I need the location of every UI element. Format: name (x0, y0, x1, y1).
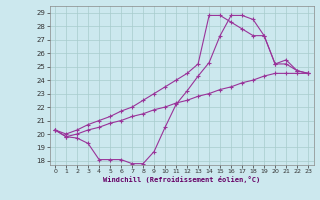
X-axis label: Windchill (Refroidissement éolien,°C): Windchill (Refroidissement éolien,°C) (103, 176, 260, 183)
